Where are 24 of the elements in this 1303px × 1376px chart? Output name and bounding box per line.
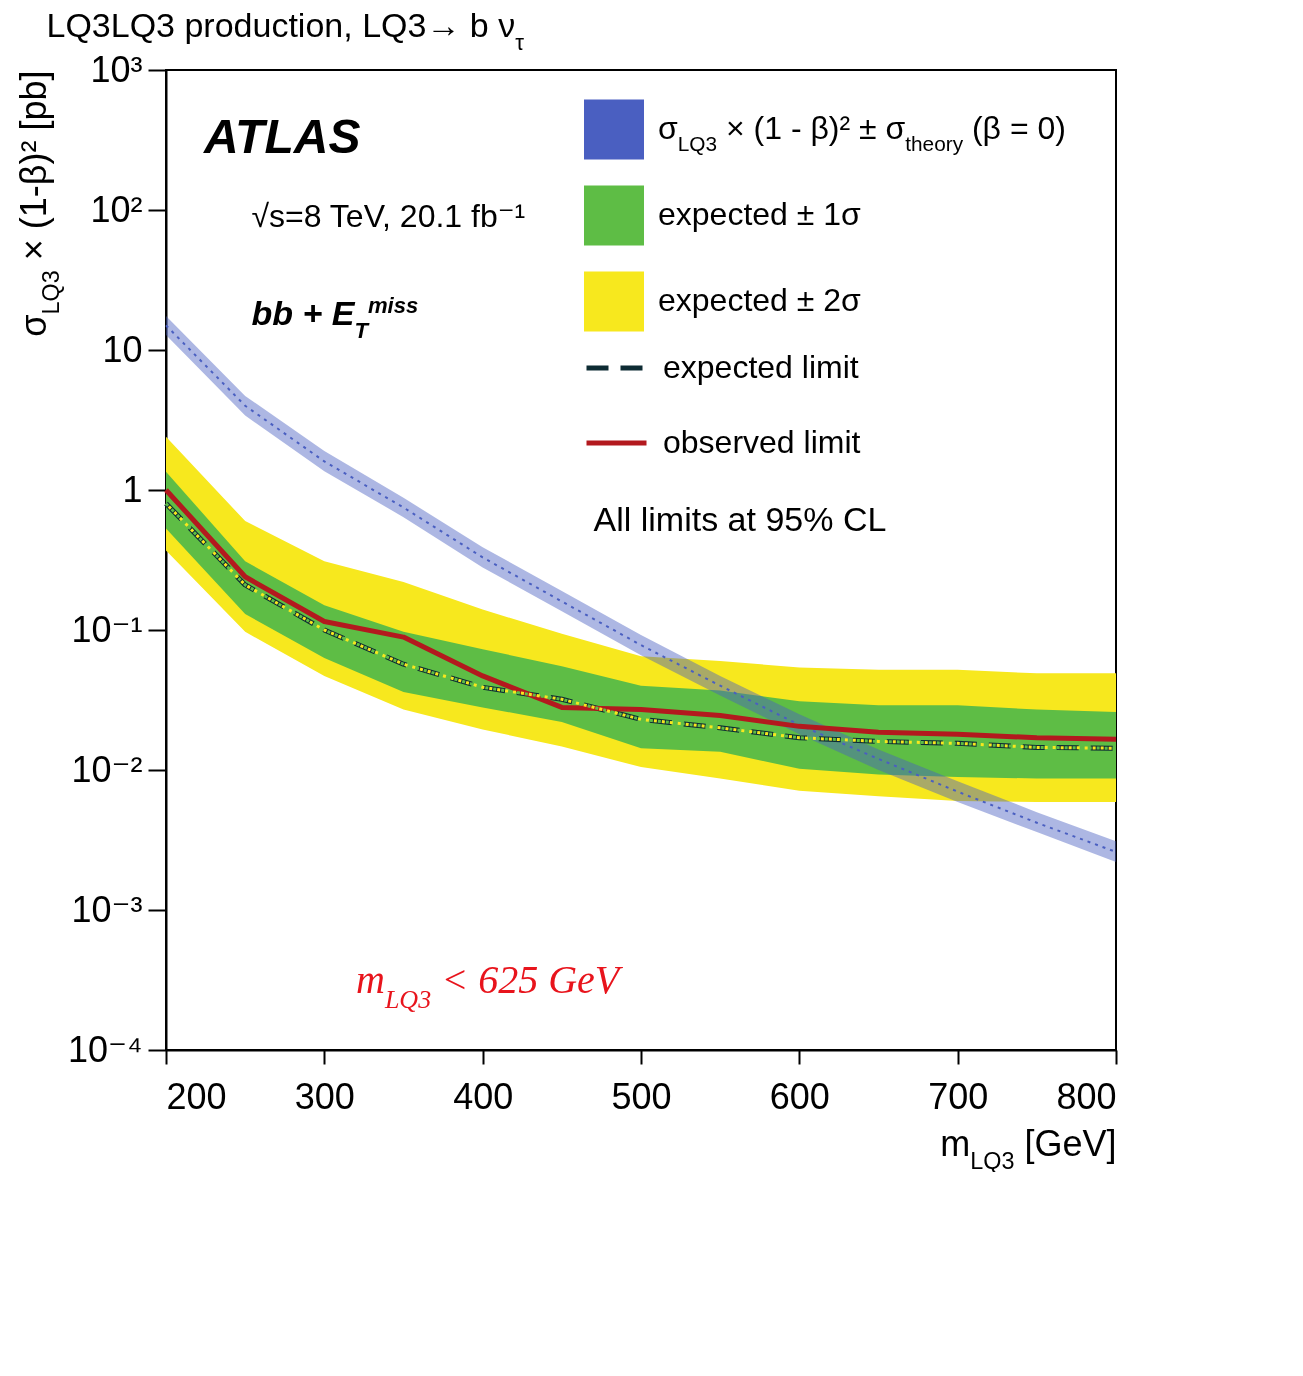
x-tick-label: 600 (769, 1075, 830, 1117)
y-tick-label: 10 (102, 328, 143, 370)
annotation: ATLAS (203, 109, 361, 163)
y-tick-label: 10⁻³ (71, 888, 143, 930)
x-tick-label: 300 (294, 1075, 355, 1117)
x-tick-label: 500 (611, 1075, 672, 1117)
annotation: All limits at 95% CL (593, 499, 887, 538)
legend-label: expected limit (663, 348, 859, 385)
x-tick-label: 200 (166, 1075, 227, 1117)
y-tick-label: 1 (122, 468, 143, 510)
legend-label: expected ± 1σ (658, 196, 862, 233)
x-tick-label: 400 (453, 1075, 514, 1117)
legend-label: expected ± 2σ (658, 282, 862, 319)
y-tick-label: 10⁻¹ (71, 608, 143, 650)
y-tick-label: 10⁻² (71, 748, 143, 790)
legend-label: observed limit (663, 423, 861, 460)
x-axis-title: m$_{LQ3}$ [GeV] (940, 1122, 1117, 1174)
annotation: √s=8 TeV, 20.1 fb⁻¹ (251, 198, 526, 234)
y-tick-label: 10² (90, 188, 143, 230)
x-tick-label: 800 (1056, 1075, 1117, 1117)
x-tick-label: 700 (928, 1075, 989, 1117)
legend-label: σ$_{LQ3}$ × (1 - β)² ± σ$_{theory}$ (β = 0) (658, 110, 1066, 155)
annotation: m$_{LQ3}$ < 625 GeV (356, 957, 624, 1014)
y-tick-label: 10⁻⁴ (67, 1028, 143, 1070)
